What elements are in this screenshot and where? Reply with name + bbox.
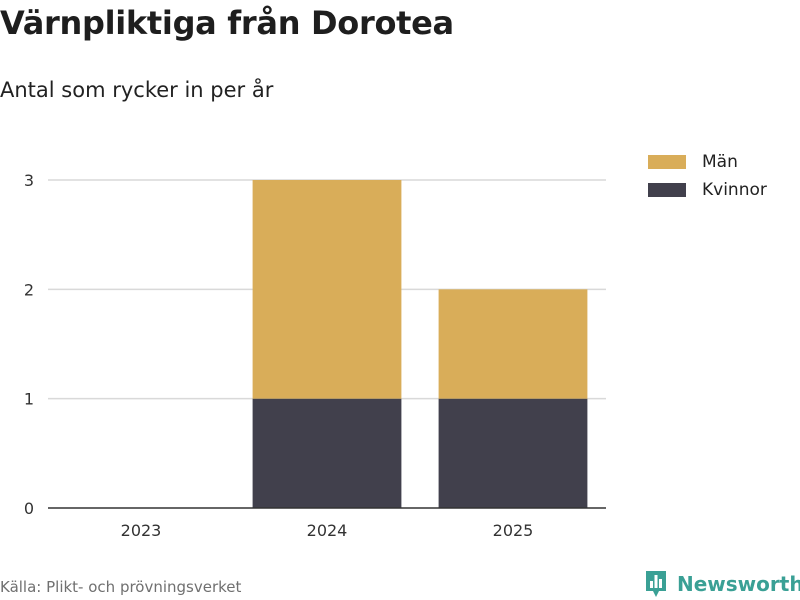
bar-chart-logo-icon — [646, 571, 666, 597]
chart-title: Värnpliktiga från Dorotea — [0, 4, 454, 42]
chart-subtitle: Antal som rycker in per år — [0, 78, 274, 102]
x-tick-label-2025: 2025 — [493, 521, 534, 540]
y-tick-label-0: 0 — [24, 499, 34, 518]
y-tick-label-3: 3 — [24, 171, 34, 190]
brand-name: Newsworthy — [677, 572, 800, 596]
legend-item-men: Män — [648, 148, 767, 176]
legend: Män Kvinnor — [648, 148, 767, 204]
newsworthy-logo[interactable]: Newsworthy — [644, 569, 800, 599]
legend-label-men: Män — [702, 152, 738, 172]
bar-2024-men — [252, 180, 402, 399]
x-tick-label-2024: 2024 — [307, 521, 348, 540]
y-tick-label-2: 2 — [24, 280, 34, 299]
source-note: Källa: Plikt- och prövningsverket — [0, 578, 242, 596]
legend-swatch-women — [648, 183, 686, 197]
bar-2025-women — [438, 398, 588, 508]
legend-label-women: Kvinnor — [702, 180, 767, 200]
bar-2024-women — [252, 398, 402, 508]
y-tick-label-1: 1 — [24, 390, 34, 409]
legend-swatch-men — [648, 155, 686, 169]
bar-2025-men — [438, 289, 588, 399]
legend-item-women: Kvinnor — [648, 176, 767, 204]
x-tick-label-2023: 2023 — [121, 521, 162, 540]
